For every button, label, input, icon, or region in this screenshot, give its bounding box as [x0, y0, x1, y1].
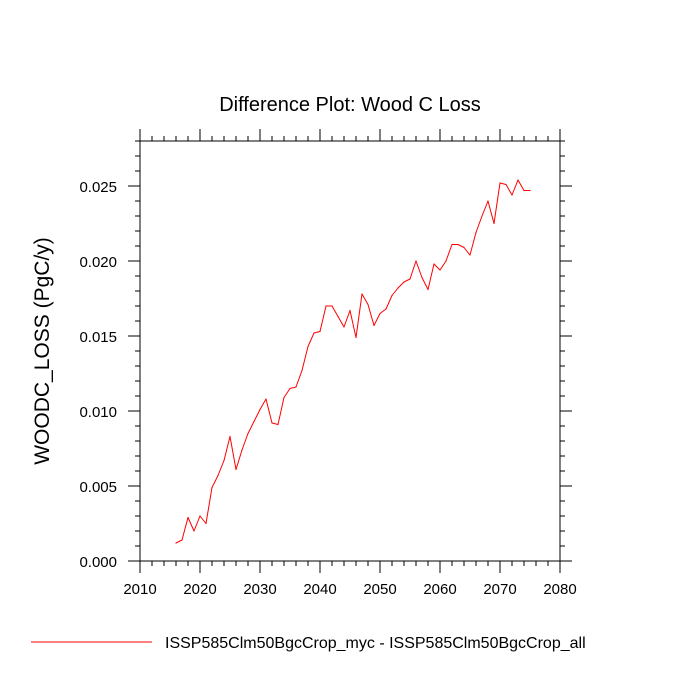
axis-ticks [128, 129, 572, 573]
series-line [175, 179, 530, 544]
data-point [361, 293, 363, 295]
x-tick-label: 2030 [243, 581, 276, 598]
data-point [409, 278, 411, 280]
data-point [319, 330, 321, 333]
data-point [271, 422, 273, 424]
x-tick-label: 2010 [123, 581, 156, 598]
data-point [487, 200, 489, 202]
x-tick-label: 2040 [303, 581, 336, 598]
data-point [451, 243, 453, 246]
y-tick-label: 0.025 [79, 179, 117, 196]
data-point [439, 269, 441, 271]
data-point [307, 345, 309, 348]
data-point [229, 435, 231, 438]
data-point [337, 315, 339, 318]
chart-title: Difference Plot: Wood C Loss [219, 94, 481, 116]
data-point [499, 182, 501, 184]
legend-label: ISSP585Clm50BgcCrop_myc - ISSP585Clm50Bg… [165, 635, 586, 652]
data-point [397, 287, 399, 289]
data-point [301, 369, 303, 372]
data-point [481, 215, 483, 217]
series-group [175, 179, 531, 544]
y-tick-label: 0.000 [79, 554, 117, 571]
data-point [475, 231, 477, 234]
data-point [421, 276, 423, 279]
data-point [277, 423, 279, 426]
data-point [529, 189, 531, 192]
data-point [253, 420, 255, 423]
data-point [193, 530, 195, 532]
x-tick-label: 2050 [363, 581, 396, 598]
data-point [427, 288, 429, 291]
legend: ISSP585Clm50BgcCrop_myc - ISSP585Clm50Bg… [31, 635, 586, 652]
data-point [259, 408, 261, 411]
data-point [355, 336, 357, 339]
data-point [445, 260, 447, 262]
data-point [457, 243, 459, 246]
x-tick-labels: 2010 2020 2030 2040 2050 2060 2070 2080 [123, 581, 576, 598]
data-point [403, 281, 405, 283]
data-point [523, 189, 525, 192]
data-point [199, 515, 201, 517]
data-point [235, 468, 237, 471]
data-point [391, 294, 393, 297]
x-tick-label: 2020 [183, 581, 216, 598]
data-point [175, 542, 177, 544]
data-point [385, 308, 387, 310]
data-point [205, 522, 207, 525]
data-point [217, 474, 219, 477]
data-point [463, 246, 465, 249]
data-point [349, 309, 351, 312]
x-tick-label: 2070 [483, 581, 516, 598]
data-point [433, 263, 435, 265]
data-point [415, 260, 417, 262]
data-point [313, 332, 315, 334]
data-point [295, 386, 297, 388]
data-point [367, 303, 369, 306]
data-point [241, 449, 243, 451]
data-point [505, 183, 507, 186]
data-point [211, 486, 213, 489]
x-tick-label: 2080 [543, 581, 576, 598]
data-point [325, 305, 327, 307]
data-point [379, 312, 381, 315]
y-tick-label: 0.010 [79, 404, 117, 421]
x-tick-label: 2060 [423, 581, 456, 598]
data-point [289, 387, 291, 390]
data-point [187, 516, 189, 519]
y-tick-labels: 0.000 0.005 0.010 0.015 0.020 0.025 [79, 179, 117, 571]
y-axis-label: WOODC_LOSS (PgC/y) [31, 237, 54, 465]
data-point [511, 194, 513, 196]
data-point [283, 396, 285, 399]
data-point [331, 305, 333, 307]
data-point [469, 254, 471, 256]
y-tick-label: 0.020 [79, 254, 117, 271]
data-point [517, 179, 519, 181]
data-point [373, 324, 375, 327]
data-point [223, 459, 225, 462]
data-point [247, 432, 249, 435]
y-tick-label: 0.015 [79, 329, 117, 346]
data-point [493, 222, 495, 225]
data-point [343, 326, 345, 328]
y-tick-label: 0.005 [79, 479, 117, 496]
data-point [265, 398, 267, 400]
data-point [181, 539, 183, 541]
